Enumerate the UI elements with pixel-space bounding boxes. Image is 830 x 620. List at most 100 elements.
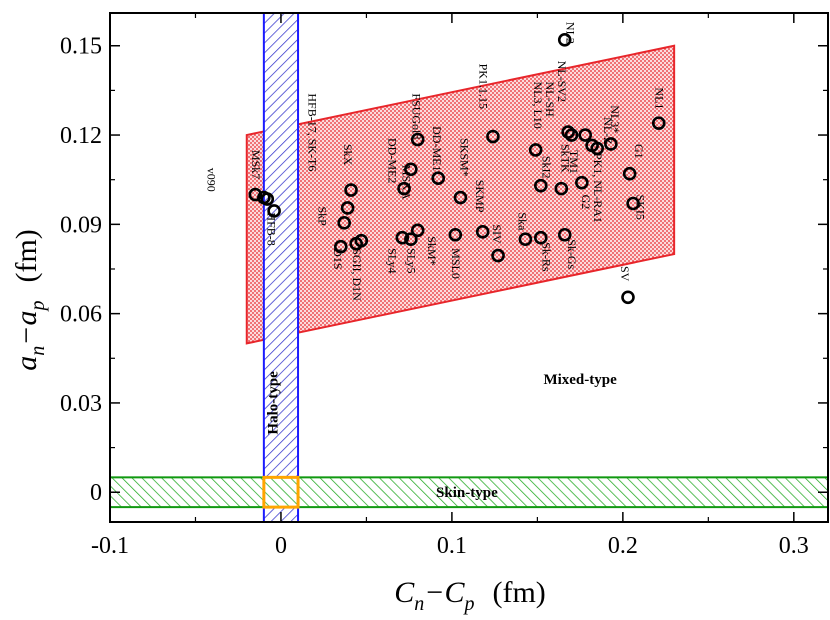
data-point [533,178,548,193]
point-label: NL3, L10 [531,81,545,128]
skin-type-region [110,476,828,509]
point-label: HFB-17, SK-T6 [305,93,319,171]
data-point [578,128,593,142]
data-point [585,138,599,153]
point-label: SKI5 [634,195,648,220]
data-point [410,132,425,147]
y-tick-label: 0.03 [60,391,102,417]
data-point [518,232,533,247]
point-label: SLy5 [404,248,418,273]
point-label: SV [618,266,632,282]
x-tick-labels: -0.1 0 0.1 0.2 0.3 [91,533,809,559]
data-point [404,162,418,177]
data-point [397,181,411,196]
y-tick-labels: 0 0.03 0.06 0.09 0.12 0.15 [60,34,102,506]
data-point [475,224,490,239]
x-axis-title: Cn−Cp (fm) [394,576,546,615]
point-label: NL-SV2 [555,61,569,102]
y-tick-label: 0.09 [60,212,102,238]
data-point [622,166,637,181]
point-label: PK1, NL-RA1 [591,153,605,223]
point-label: NL1 [652,87,666,109]
data-point [486,129,500,144]
axis-ticks [109,13,828,522]
point-label: SLy4 [386,248,400,273]
data-point [260,192,275,206]
y-axis-title: an−ap(fm) [10,229,49,371]
regions [110,13,828,522]
x-tick-label: 0.1 [437,533,467,559]
data-point [621,290,635,305]
point-label: Sk-Rs [540,242,554,272]
y-tick-label: 0.12 [60,123,102,149]
data-point [354,233,369,248]
point-label: NL2 [563,22,577,44]
data-point [557,227,572,242]
data-point [575,175,589,190]
data-point [410,223,425,238]
data-point [333,239,348,254]
halo-type-label: Halo-type [265,371,281,435]
point-label: D1S [331,248,345,269]
data-point [651,116,666,130]
point-label: FSUGold [410,93,424,139]
point-label: HFB-8 [264,212,278,245]
data-point [267,204,281,218]
data-point [491,248,505,263]
data-point [340,201,355,215]
y-tick-label: 0.06 [60,302,102,328]
point-label: PK1.1.15 [476,64,490,109]
data-point [626,196,640,211]
point-label: SKSM* [457,138,471,177]
point-label: SkI2 [540,156,554,179]
halo-skin-overlap-region [262,475,300,509]
data-point [344,183,358,197]
point-label: DD-ME1 [430,126,444,171]
point-label: G2 [579,195,593,210]
point-label: SkTK [558,144,572,173]
mixed-type-region [245,44,676,345]
data-point [448,227,463,242]
data-point [557,32,572,47]
point-label: SkP [316,206,330,226]
point-label: MSKA [399,165,413,200]
point-label: NL-Z [601,117,615,144]
halo-type-region [262,13,300,522]
data-point [564,128,579,142]
y-tick-label: 0.15 [60,34,102,60]
point-label: SIV [490,224,504,244]
region-labels: Mixed-type Halo-type Skin-type [265,371,617,501]
y-tick-label: 0 [90,480,102,506]
data-point [337,216,352,230]
data-point [404,232,418,247]
point-label: SGII, D1N [350,248,364,301]
data-point [533,230,548,245]
x-tick-label: 0.2 [608,533,638,559]
x-tick-label: 0.3 [779,533,809,559]
point-label: MSL0 [449,248,463,279]
x-tick-label: 0 [275,533,287,559]
mixed-type-label: Mixed-type [543,372,617,388]
point-label: v090 [204,168,218,192]
point-label: NL-SH [543,81,557,117]
point-label: DD-ME2 [386,138,400,183]
point-label: TM1 [567,150,581,174]
point-label: Sk-Gs [565,239,579,269]
point-label: MSk7 [249,150,263,179]
point-label: SkM* [425,236,439,265]
point-label: NL3* [608,105,622,133]
data-points [248,32,666,305]
point-label: SKMP [473,180,487,213]
data-point [453,190,468,205]
data-point [395,230,410,245]
x-tick-label: -0.1 [91,533,129,559]
data-point [431,171,446,186]
data-point [554,181,569,196]
plot-frame [109,12,829,523]
point-label: G1 [632,144,646,159]
point-label: Ska [516,212,530,231]
data-point [528,143,543,157]
data-point [604,137,618,151]
